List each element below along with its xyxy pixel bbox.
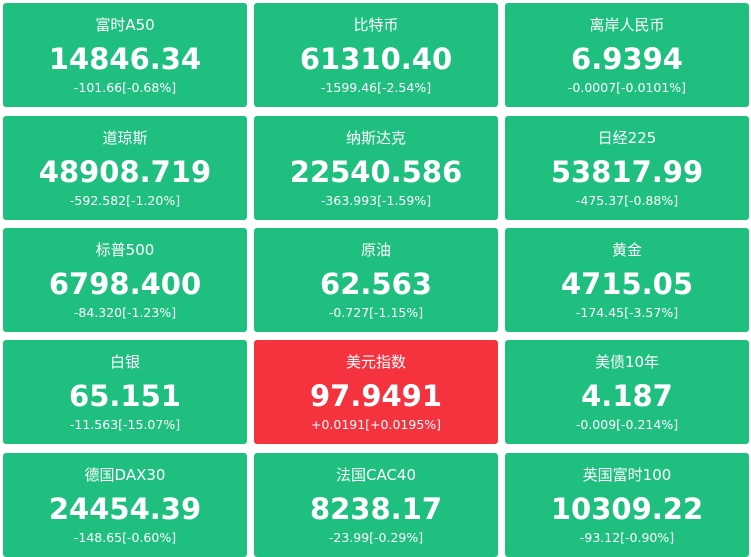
quote-change: -11.563[-15.07%] xyxy=(69,417,181,432)
quote-name: 纳斯达克 xyxy=(345,129,406,147)
quote-change: -363.993[-1.59%] xyxy=(320,193,432,208)
quote-change: -475.37[-0.88%] xyxy=(575,193,679,208)
quote-price: 8238.17 xyxy=(309,492,443,526)
quote-name: 比特币 xyxy=(353,16,399,34)
quote-name: 英国富时100 xyxy=(582,466,672,484)
quote-price: 4715.05 xyxy=(560,267,694,301)
quote-name: 黄金 xyxy=(611,241,642,259)
quote-tile: 英国富时100 10309.22 -93.12[-0.90%] xyxy=(505,453,749,557)
quote-price: 6.9394 xyxy=(571,42,683,76)
quote-change: -0.009[-0.214%] xyxy=(575,417,679,432)
quote-tile: 纳斯达克 22540.586 -363.993[-1.59%] xyxy=(254,116,498,220)
quote-tile: 德国DAX30 24454.39 -148.65[-0.60%] xyxy=(3,453,247,557)
quote-change: -0.0007[-0.0101%] xyxy=(567,80,687,95)
quote-change: -84.320[-1.23%] xyxy=(73,305,177,320)
quote-price: 48908.719 xyxy=(38,155,212,189)
quote-price: 14846.34 xyxy=(48,42,202,76)
quote-name: 白银 xyxy=(109,353,140,371)
quote-tile: 比特币 61310.40 -1599.46[-2.54%] xyxy=(254,3,498,107)
quote-tile: 富时A50 14846.34 -101.66[-0.68%] xyxy=(3,3,247,107)
quote-name: 道琼斯 xyxy=(102,129,148,147)
quote-change: -101.66[-0.68%] xyxy=(73,80,177,95)
quote-change: -23.99[-0.29%] xyxy=(328,530,424,545)
quote-name: 日经225 xyxy=(597,129,657,147)
quote-name: 标普500 xyxy=(95,241,155,259)
quote-name: 美元指数 xyxy=(345,353,406,371)
quote-price: 24454.39 xyxy=(48,492,202,526)
quote-name: 美债10年 xyxy=(594,353,660,371)
quote-price: 65.151 xyxy=(69,379,181,413)
quote-price: 61310.40 xyxy=(299,42,453,76)
quote-tile: 法国CAC40 8238.17 -23.99[-0.29%] xyxy=(254,453,498,557)
quote-tile: 道琼斯 48908.719 -592.582[-1.20%] xyxy=(3,116,247,220)
quote-change: -148.65[-0.60%] xyxy=(73,530,177,545)
quote-name: 德国DAX30 xyxy=(84,466,166,484)
quote-tile: 白银 65.151 -11.563[-15.07%] xyxy=(3,340,247,444)
quote-tile: 黄金 4715.05 -174.45[-3.57%] xyxy=(505,228,749,332)
quote-price: 53817.99 xyxy=(550,155,704,189)
quote-tile: 原油 62.563 -0.727[-1.15%] xyxy=(254,228,498,332)
quote-price: 10309.22 xyxy=(550,492,704,526)
quote-change: +0.0191[+0.0195%] xyxy=(310,417,442,432)
quote-tile: 日经225 53817.99 -475.37[-0.88%] xyxy=(505,116,749,220)
quote-change: -1599.46[-2.54%] xyxy=(320,80,432,95)
quote-name: 离岸人民币 xyxy=(589,16,665,34)
quote-name: 原油 xyxy=(360,241,391,259)
quote-tile: 美债10年 4.187 -0.009[-0.214%] xyxy=(505,340,749,444)
quote-change: -174.45[-3.57%] xyxy=(575,305,679,320)
quote-tile: 美元指数 97.9491 +0.0191[+0.0195%] xyxy=(254,340,498,444)
quote-tile: 标普500 6798.400 -84.320[-1.23%] xyxy=(3,228,247,332)
quote-change: -93.12[-0.90%] xyxy=(579,530,675,545)
quote-price: 62.563 xyxy=(320,267,432,301)
quote-name: 法国CAC40 xyxy=(335,466,417,484)
quote-tile: 离岸人民币 6.9394 -0.0007[-0.0101%] xyxy=(505,3,749,107)
quote-price: 22540.586 xyxy=(289,155,463,189)
quote-price: 6798.400 xyxy=(48,267,202,301)
quote-price: 4.187 xyxy=(581,379,673,413)
quote-change: -592.582[-1.20%] xyxy=(69,193,181,208)
quote-name: 富时A50 xyxy=(95,16,155,34)
quote-change: -0.727[-1.15%] xyxy=(328,305,424,320)
quote-price: 97.9491 xyxy=(309,379,443,413)
